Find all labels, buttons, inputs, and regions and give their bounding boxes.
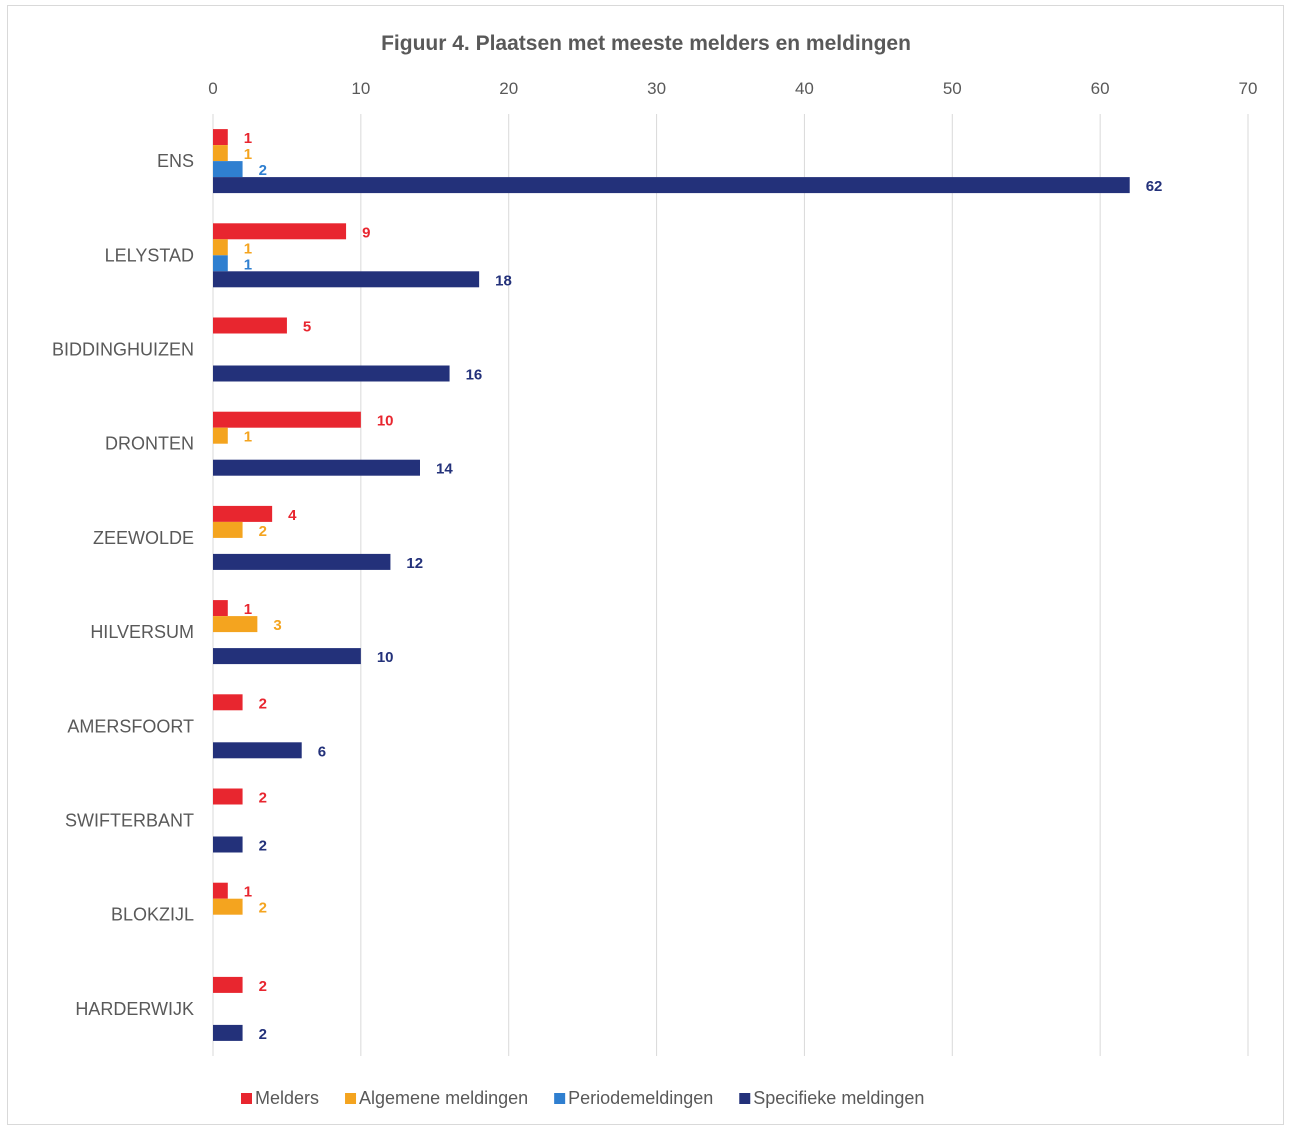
legend-swatch	[554, 1093, 566, 1104]
bar	[213, 976, 243, 993]
category-label: HILVERSUM	[90, 622, 194, 642]
data-label: 1	[244, 256, 252, 273]
bar	[213, 553, 391, 570]
category-label: HARDERWIJK	[75, 999, 194, 1019]
chart-title: Figuur 4. Plaatsen met meeste melders en…	[381, 32, 911, 55]
category-label: BLOKZIJL	[111, 905, 194, 925]
bar	[213, 898, 243, 915]
legend-label: Periodemeldingen	[568, 1088, 713, 1108]
x-axis-ticks: 0 10 20 30 40 50 60 70	[208, 79, 1257, 98]
category-label: ENS	[157, 151, 194, 171]
data-label: 2	[259, 1026, 267, 1043]
legend-swatch	[739, 1093, 751, 1104]
bar	[213, 177, 1130, 194]
x-tick-label: 0	[208, 79, 217, 98]
x-tick-label: 70	[1239, 79, 1258, 98]
data-label: 6	[318, 743, 326, 760]
data-label: 2	[259, 695, 267, 712]
bar	[213, 459, 420, 476]
bar	[213, 239, 228, 256]
category-label: DRONTEN	[105, 434, 194, 454]
data-label: 1	[244, 146, 252, 163]
bar	[213, 1024, 243, 1041]
x-tick-label: 20	[499, 79, 518, 98]
bar	[213, 648, 361, 665]
data-label: 2	[259, 900, 267, 917]
data-label: 2	[259, 978, 267, 995]
bar	[213, 616, 258, 633]
bar	[213, 742, 302, 759]
bar	[213, 600, 228, 617]
data-label: 1	[244, 884, 252, 901]
legend-label: Algemene meldingen	[359, 1088, 528, 1108]
bar	[213, 521, 243, 538]
gridlines	[360, 114, 1249, 1056]
legend-swatch	[345, 1093, 357, 1104]
x-tick-label: 60	[1091, 79, 1110, 98]
data-label: 2	[259, 162, 267, 179]
category-label: AMERSFOORT	[67, 716, 194, 736]
chart-frame: Figuur 4. Plaatsen met meeste melders en…	[7, 5, 1284, 1125]
category-labels: ENS LELYSTAD BIDDINGHUIZEN DRONTEN ZEEWOLDE H…	[52, 151, 194, 1019]
data-label: 1	[244, 240, 252, 257]
bar	[213, 255, 228, 272]
data-label: 1	[244, 601, 252, 618]
data-label: 4	[288, 507, 297, 524]
data-label: 18	[495, 272, 512, 289]
data-label: 5	[303, 319, 311, 336]
data-label: 62	[1146, 178, 1163, 195]
bar	[213, 788, 243, 805]
bar	[213, 145, 228, 162]
legend: Melders Algemene meldingen Periodemeldinge…	[241, 1088, 924, 1108]
bar	[213, 427, 228, 444]
bar	[213, 505, 273, 522]
data-label: 10	[377, 413, 394, 430]
data-label: 14	[436, 461, 453, 478]
bar	[213, 271, 480, 288]
bar	[213, 365, 450, 382]
data-label: 2	[259, 523, 267, 540]
bar	[213, 317, 287, 334]
data-label: 2	[259, 838, 267, 855]
data-label: 10	[377, 649, 394, 666]
x-tick-label: 50	[943, 79, 962, 98]
legend-label: Specifieke meldingen	[753, 1088, 924, 1108]
data-label: 9	[362, 224, 370, 241]
data-label: 1	[244, 130, 252, 147]
bar	[213, 223, 347, 240]
legend-label: Melders	[255, 1088, 319, 1108]
category-label: SWIFTERBANT	[65, 811, 194, 831]
category-label: ZEEWOLDE	[93, 528, 194, 548]
bar	[213, 836, 243, 853]
data-label: 16	[466, 367, 483, 384]
bars	[213, 129, 1130, 1041]
data-label: 1	[244, 429, 252, 446]
bar-chart: Figuur 4. Plaatsen met meeste melders en…	[52, 32, 1257, 1108]
bar	[213, 129, 228, 146]
bar	[213, 882, 228, 899]
bar	[213, 161, 243, 178]
category-label: BIDDINGHUIZEN	[52, 340, 194, 360]
bar	[213, 694, 243, 711]
bar	[213, 411, 361, 428]
x-tick-label: 30	[647, 79, 666, 98]
category-label: LELYSTAD	[105, 245, 194, 265]
legend-swatch	[241, 1093, 252, 1104]
x-tick-label: 10	[351, 79, 370, 98]
data-label: 12	[406, 555, 423, 572]
x-tick-label: 40	[795, 79, 814, 98]
data-label: 3	[273, 617, 281, 634]
data-label: 2	[259, 790, 267, 807]
